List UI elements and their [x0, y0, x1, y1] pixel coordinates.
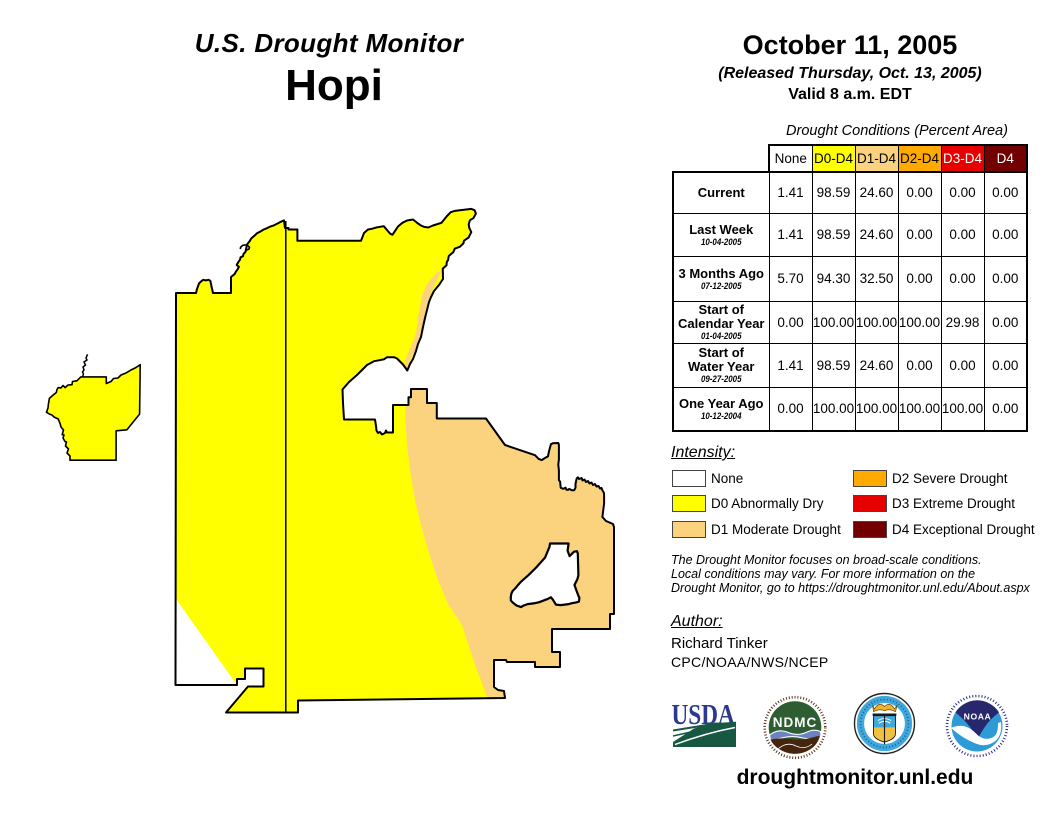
svg-text:NDMC: NDMC [773, 715, 818, 730]
svg-text:NOAA: NOAA [964, 712, 992, 722]
